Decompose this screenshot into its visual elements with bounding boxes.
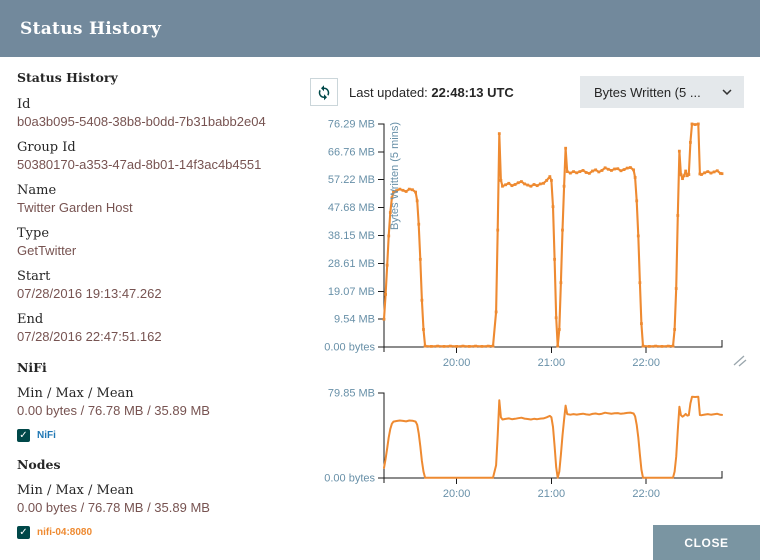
details-heading: Status History: [17, 70, 118, 85]
svg-text:21:00: 21:00: [538, 357, 566, 369]
field-value: Twitter Garden Host: [17, 200, 133, 215]
svg-text:76.29 MB: 76.29 MB: [328, 119, 375, 131]
metric-dropdown[interactable]: Bytes Written (5 ...: [580, 76, 744, 108]
nifi-section-heading: NiFi: [17, 360, 47, 375]
field-value: 07/28/2016 22:47:51.162: [17, 329, 162, 344]
field-type: Type GetTwitter: [17, 225, 302, 259]
field-group-id: Group Id 50380170-a353-47ad-8b01-14f3ac4…: [17, 139, 302, 173]
svg-text:Bytes Written (5 mins): Bytes Written (5 mins): [389, 122, 401, 230]
details-panel: Status History Id b0a3b095-5408-38b8-b0d…: [17, 70, 302, 541]
field-label: Name: [17, 183, 57, 198]
chevron-down-icon: [718, 83, 736, 101]
svg-text:20:00: 20:00: [443, 488, 471, 500]
legend-label-nifi: NiFi: [37, 430, 56, 441]
field-label: Group Id: [17, 140, 76, 155]
checked-checkbox-icon[interactable]: ✓: [17, 526, 30, 539]
field-name: Name Twitter Garden Host: [17, 182, 302, 216]
svg-text:79.85 MB: 79.85 MB: [328, 388, 375, 400]
bytes-written-brush-chart[interactable]: 0.00 bytes 79.85 MB 20:00 21:00 22:00: [310, 380, 760, 505]
svg-text:66.76 MB: 66.76 MB: [328, 146, 375, 158]
svg-text:9.54 MB: 9.54 MB: [334, 314, 375, 326]
field-label: Type: [17, 226, 50, 241]
last-updated-value: 22:48:13 UTC: [431, 84, 514, 100]
field-value: 07/28/2016 19:13:47.262: [17, 286, 162, 301]
last-updated-label: Last updated:: [349, 84, 428, 100]
svg-text:22:00: 22:00: [632, 488, 660, 500]
close-button[interactable]: CLOSE: [653, 525, 760, 560]
nifi-min-max-mean: Min / Max / Mean 0.00 bytes / 76.78 MB /…: [17, 385, 302, 419]
dialog-title: Status History: [20, 18, 162, 39]
svg-text:38.15 MB: 38.15 MB: [328, 230, 375, 242]
chart-resize-handle[interactable]: [731, 352, 749, 370]
svg-text:0.00 bytes: 0.00 bytes: [324, 473, 375, 485]
field-label: Min / Max / Mean: [17, 483, 134, 498]
bytes-written-main-chart: 0.00 bytes 9.54 MB 19.07 MB 28.61 MB 38.15 M…: [324, 119, 724, 369]
field-label: Min / Max / Mean: [17, 386, 134, 401]
field-label: Id: [17, 97, 31, 112]
legend-checkbox-node[interactable]: ✓ nifi-04:8080: [17, 526, 302, 539]
field-id: Id b0a3b095-5408-38b8-b0dd-7b31babb2e04: [17, 96, 302, 130]
field-value: 50380170-a353-47ad-8b01-14f3ac4b4551: [17, 157, 262, 172]
field-label: End: [17, 312, 44, 327]
svg-text:22:00: 22:00: [632, 357, 660, 369]
field-value: GetTwitter: [17, 243, 77, 258]
svg-text:21:00: 21:00: [538, 488, 566, 500]
nodes-section-heading: Nodes: [17, 457, 61, 472]
legend-checkbox-nifi[interactable]: ✓ NiFi: [17, 429, 302, 442]
field-start: Start 07/28/2016 19:13:47.262: [17, 268, 302, 302]
refresh-button[interactable]: [310, 78, 338, 106]
refresh-icon: [315, 83, 333, 101]
field-value: 0.00 bytes / 76.78 MB / 35.89 MB: [17, 403, 210, 418]
svg-text:47.68 MB: 47.68 MB: [328, 202, 375, 214]
dialog-header: Status History: [0, 0, 760, 57]
metric-dropdown-value: Bytes Written (5 ...: [594, 84, 701, 100]
svg-text:0.00 bytes: 0.00 bytes: [324, 342, 375, 354]
field-value: 0.00 bytes / 76.78 MB / 35.89 MB: [17, 500, 210, 515]
svg-text:19.07 MB: 19.07 MB: [328, 286, 375, 298]
field-value: b0a3b095-5408-38b8-b0dd-7b31babb2e04: [17, 114, 266, 129]
field-label: Start: [17, 269, 51, 284]
field-end: End 07/28/2016 22:47:51.162: [17, 311, 302, 345]
checked-checkbox-icon[interactable]: ✓: [17, 429, 30, 442]
nodes-min-max-mean: Min / Max / Mean 0.00 bytes / 76.78 MB /…: [17, 482, 302, 516]
chart-toolbar: Last updated: 22:48:13 UTC: [310, 78, 514, 106]
last-updated-text: Last updated: 22:48:13 UTC: [349, 85, 514, 100]
svg-text:20:00: 20:00: [443, 357, 471, 369]
svg-text:28.61 MB: 28.61 MB: [328, 258, 375, 270]
legend-label-node: nifi-04:8080: [37, 527, 93, 538]
svg-text:57.22 MB: 57.22 MB: [328, 174, 375, 186]
